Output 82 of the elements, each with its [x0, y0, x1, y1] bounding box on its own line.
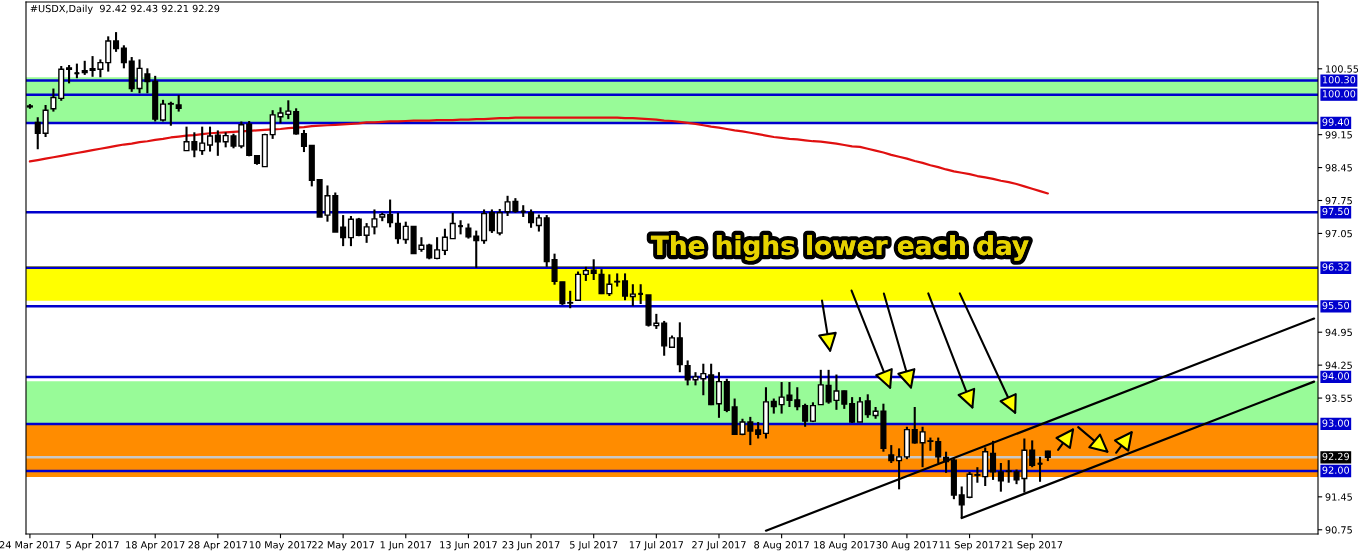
x-tick-label: 1 Jun 2017 — [380, 541, 432, 551]
candlestick — [989, 439, 997, 481]
candlestick — [496, 207, 503, 237]
candlestick — [864, 393, 871, 419]
candlestick — [387, 198, 394, 229]
y-tick-label: 97.05 — [1325, 229, 1352, 238]
candlestick — [621, 272, 629, 302]
x-tick-label: 18 Apr 2017 — [126, 541, 185, 551]
candlestick — [42, 103, 49, 139]
x-tick-label: 22 May 2017 — [312, 541, 374, 551]
candlestick — [66, 63, 73, 85]
x-tick-label: 5 Apr 2017 — [66, 541, 119, 551]
ref-line-label: 93.00 — [1322, 419, 1350, 427]
candlestick — [214, 129, 221, 157]
candlestick — [113, 31, 120, 53]
ref-line-label: 95.50 — [1322, 301, 1350, 310]
candlestick — [911, 405, 918, 445]
candlestick — [997, 461, 1004, 493]
candlestick — [340, 214, 347, 248]
x-tick-label: 13 Jun 2017 — [440, 541, 497, 551]
candlestick — [856, 396, 863, 424]
candlestick — [206, 125, 214, 153]
candlestick — [794, 386, 801, 412]
ref-line-label: 92.00 — [1322, 466, 1350, 474]
candlestick — [199, 125, 206, 156]
candlestick — [802, 402, 809, 428]
ref-line-label: 100.30 — [1322, 76, 1356, 84]
candlestick — [661, 319, 668, 357]
candlestick — [488, 208, 495, 234]
candlestick — [935, 436, 942, 465]
candlestick — [120, 44, 127, 70]
candlestick — [473, 229, 480, 269]
candlestick — [841, 389, 848, 410]
candlestick — [441, 227, 448, 257]
candlestick — [715, 371, 723, 419]
y-tick-label: 90.75 — [1325, 526, 1352, 534]
candlestick — [34, 116, 41, 151]
candlestick — [449, 211, 456, 240]
candlestick — [293, 107, 300, 136]
x-tick-label: 18 Aug 2017 — [814, 541, 875, 551]
x-tick-label: 27 Jul 2017 — [692, 540, 746, 551]
candlestick — [1029, 439, 1036, 469]
candlestick — [849, 396, 856, 425]
x-tick-label: 21 Sep 2017 — [1002, 541, 1063, 551]
y-tick-label: 94.25 — [1325, 361, 1352, 369]
y-tick-label: 99.15 — [1325, 131, 1352, 139]
y-tick-label: 93.55 — [1325, 394, 1352, 402]
ref-line-label: 97.50 — [1322, 207, 1350, 216]
candlestick — [105, 35, 112, 73]
candlestick — [943, 450, 950, 474]
x-tick-label: 8 Aug 2017 — [754, 541, 809, 551]
x-tick-label: 11 Sep 2017 — [939, 541, 1000, 551]
x-tick-label: 17 Jul 2017 — [629, 540, 684, 551]
y-tick-label: 100.55 — [1326, 65, 1358, 73]
x-tick-label: 28 Apr 2017 — [188, 541, 248, 551]
candlestick — [629, 283, 636, 307]
candlestick — [590, 258, 597, 282]
ref-line-label: 100.00 — [1322, 90, 1356, 98]
x-tick-label: 24 Mar 2017 — [0, 541, 60, 549]
x-tick-label: 10 May 2017 — [249, 541, 312, 551]
y-tick-label: 97.75 — [1325, 196, 1352, 205]
candlestick — [50, 87, 57, 113]
annotation: The highs lower each day — [650, 234, 1029, 261]
y-tick-label: 98.45 — [1325, 164, 1352, 172]
candlestick — [167, 100, 174, 127]
candlestick — [817, 368, 824, 406]
y-tick-label: 91.45 — [1325, 493, 1352, 501]
candlestick — [528, 208, 535, 229]
candlestick — [896, 447, 903, 491]
chart-title: #USDX,Daily 92.42 92.43 92.21 92.29 — [30, 4, 220, 15]
candlestick — [347, 214, 355, 248]
ref-line-label: 99.40 — [1322, 118, 1350, 126]
candlestick — [394, 211, 401, 245]
candlestick — [402, 220, 409, 245]
x-tick-label: 23 Jun 2017 — [502, 541, 560, 551]
x-tick-label: 5 Jul 2017 — [570, 540, 618, 551]
candlestick — [300, 128, 308, 154]
ref-line-label: 96.32 — [1322, 263, 1349, 271]
y-tick-label: 94.95 — [1325, 328, 1352, 337]
x-tick-label: 30 Aug 2017 — [876, 541, 938, 551]
ref-line-label: 92.29 — [1322, 452, 1350, 461]
ref-line-label: 94.00 — [1322, 372, 1350, 380]
